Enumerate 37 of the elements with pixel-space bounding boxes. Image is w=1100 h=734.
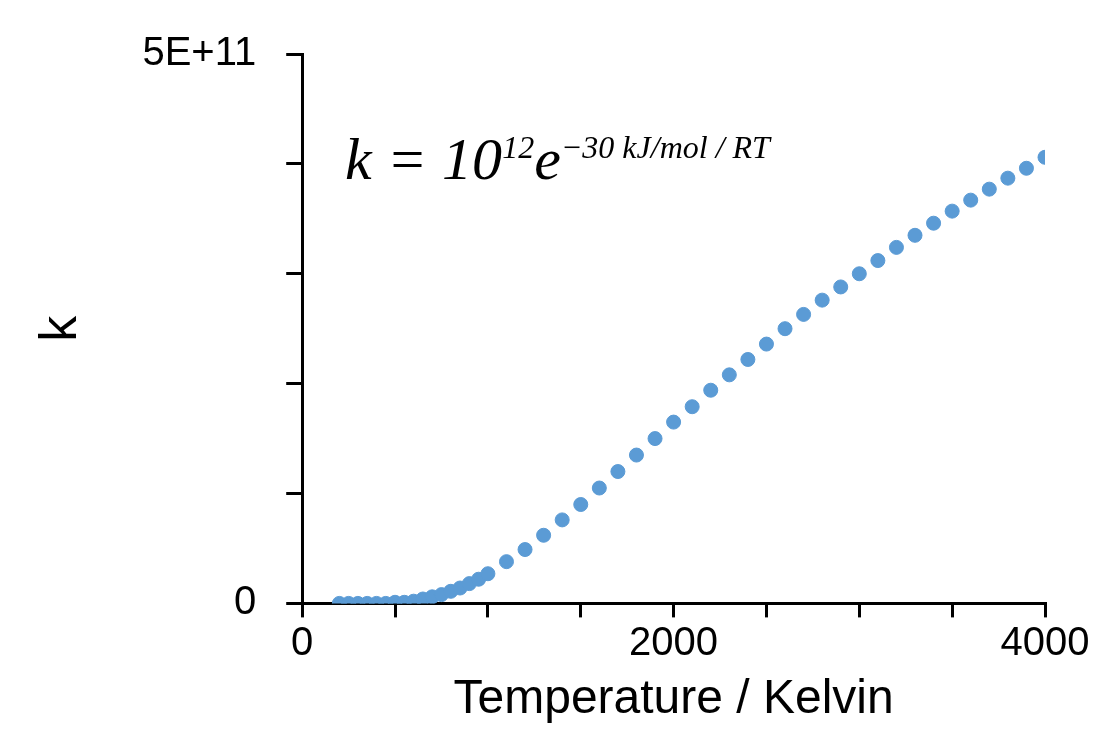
point (610, 464, 626, 480)
point (888, 239, 904, 255)
point (666, 414, 682, 430)
point (554, 512, 570, 528)
point (777, 321, 793, 337)
point (573, 497, 589, 513)
x-tick-label: 4000 (1000, 619, 1090, 664)
x-axis-title: Temperature / Kelvin (453, 670, 894, 724)
point (758, 336, 774, 352)
point (981, 181, 997, 197)
point (703, 382, 719, 398)
x-tick-label: 0 (291, 619, 314, 664)
point (628, 447, 644, 463)
point (926, 215, 942, 231)
point (721, 367, 737, 383)
point (870, 253, 886, 269)
point (517, 542, 533, 558)
annotation: k = 10$^{12}$e$^{−30 kJ/mol / RT}$ (345, 125, 770, 194)
point (1018, 160, 1034, 176)
point (480, 566, 496, 582)
point (740, 351, 756, 367)
point (536, 527, 552, 543)
point (591, 480, 607, 496)
point (1000, 170, 1016, 186)
point (833, 279, 849, 295)
point (907, 227, 923, 243)
point (498, 554, 514, 570)
y-tick-label: 5E+11 (142, 29, 257, 74)
point (796, 306, 812, 322)
point (684, 399, 700, 415)
y-axis-title: k (28, 314, 87, 342)
x-tick-label: 2000 (629, 619, 719, 664)
point (963, 192, 979, 208)
point (814, 292, 830, 308)
point (647, 431, 663, 447)
point (851, 266, 867, 282)
point (944, 203, 960, 219)
